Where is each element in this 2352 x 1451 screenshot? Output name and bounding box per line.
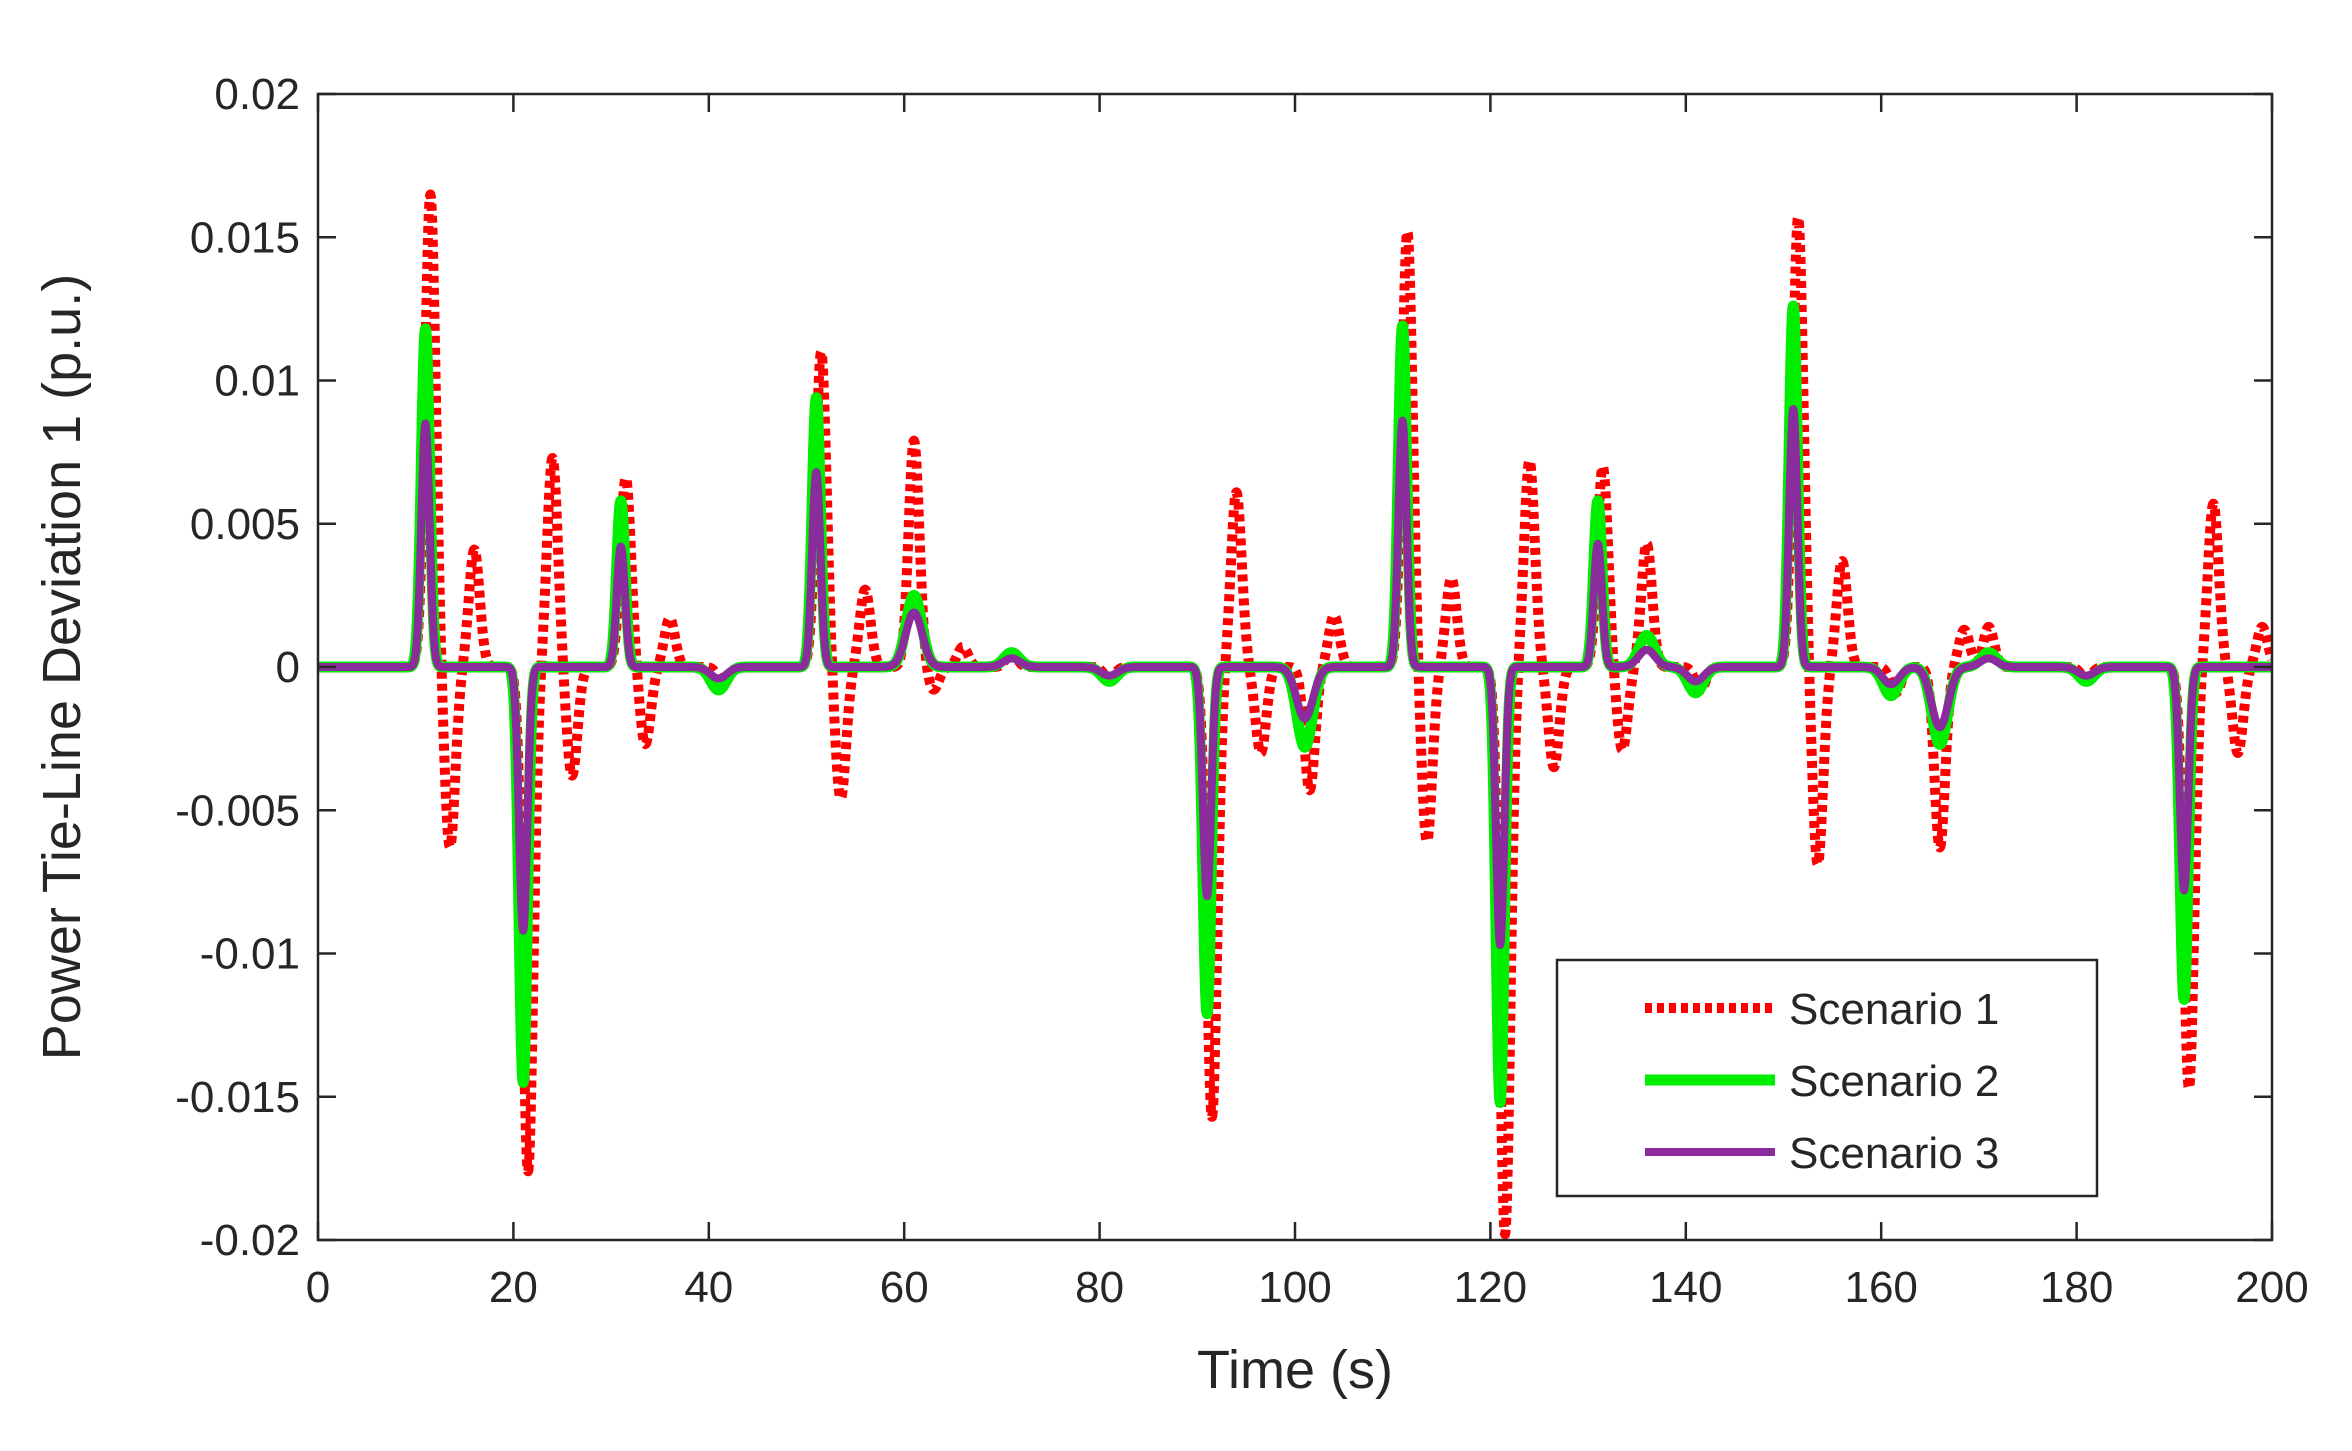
y-tick-label: -0.01 — [200, 930, 300, 979]
x-tick-label: 40 — [684, 1263, 733, 1312]
y-tick-label: 0.005 — [190, 500, 300, 549]
x-tick-label: 80 — [1075, 1263, 1124, 1312]
x-tick-label: 120 — [1454, 1263, 1527, 1312]
y-tick-label: 0 — [276, 643, 300, 692]
x-tick-label: 200 — [2235, 1263, 2308, 1312]
legend-label: Scenario 3 — [1789, 1129, 1999, 1178]
series-line-scenario-3 — [318, 405, 2272, 949]
x-tick-label: 180 — [2040, 1263, 2113, 1312]
x-tick-label: 0 — [306, 1263, 330, 1312]
y-tick-label: -0.02 — [200, 1216, 300, 1265]
y-tick-label: 0.01 — [214, 357, 300, 406]
legend-label: Scenario 2 — [1789, 1057, 1999, 1106]
x-axis-label: Time (s) — [1197, 1340, 1393, 1400]
x-tick-label: 20 — [489, 1263, 538, 1312]
x-tick-label: 60 — [880, 1263, 929, 1312]
x-tick-label: 140 — [1649, 1263, 1722, 1312]
y-tick-label: 0.02 — [214, 70, 300, 119]
y-tick-label: -0.005 — [175, 786, 300, 835]
series-line-scenario-1 — [318, 189, 2272, 1240]
legend-label: Scenario 1 — [1789, 985, 1999, 1034]
x-tick-label: 100 — [1258, 1263, 1331, 1312]
x-tick-label: 160 — [1844, 1263, 1917, 1312]
y-tick-label: 0.015 — [190, 213, 300, 262]
y-tick-label: -0.015 — [175, 1073, 300, 1122]
y-axis-label: Power Tie-Line Deviation 1 (p.u.) — [32, 274, 92, 1060]
